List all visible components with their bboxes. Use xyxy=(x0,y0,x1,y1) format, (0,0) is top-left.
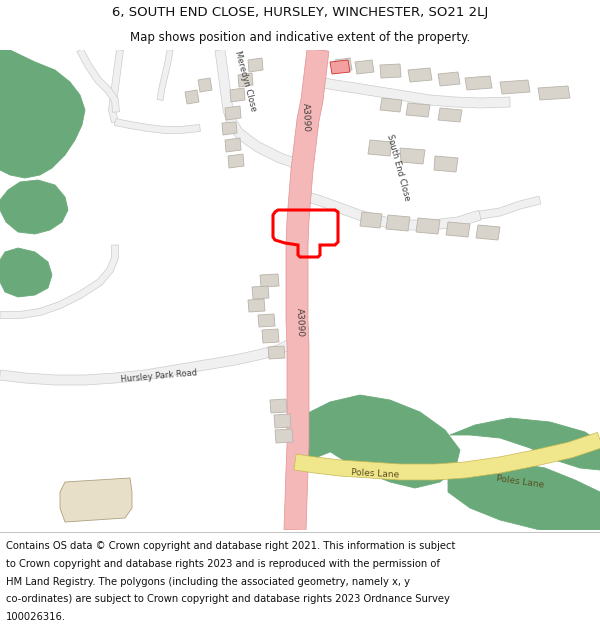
Polygon shape xyxy=(479,196,541,219)
Polygon shape xyxy=(230,88,245,102)
Text: to Crown copyright and database rights 2023 and is reproduced with the permissio: to Crown copyright and database rights 2… xyxy=(6,559,440,569)
Polygon shape xyxy=(330,60,350,74)
Polygon shape xyxy=(268,346,285,359)
Polygon shape xyxy=(157,49,173,101)
Polygon shape xyxy=(248,299,265,312)
Polygon shape xyxy=(416,218,440,234)
Polygon shape xyxy=(368,140,392,156)
Text: Meredyn Close: Meredyn Close xyxy=(233,49,257,112)
Polygon shape xyxy=(270,399,287,413)
Polygon shape xyxy=(258,314,275,327)
Polygon shape xyxy=(109,49,124,123)
Polygon shape xyxy=(314,49,327,82)
Polygon shape xyxy=(185,90,199,104)
Polygon shape xyxy=(0,180,68,234)
Polygon shape xyxy=(400,148,425,164)
Text: 100026316.: 100026316. xyxy=(6,612,66,622)
Polygon shape xyxy=(215,49,304,174)
Polygon shape xyxy=(260,274,279,287)
Polygon shape xyxy=(238,73,253,87)
Polygon shape xyxy=(317,77,510,108)
Text: Poles Lane: Poles Lane xyxy=(496,474,544,490)
Text: 6, SOUTH END CLOSE, HURSLEY, WINCHESTER, SO21 2LJ: 6, SOUTH END CLOSE, HURSLEY, WINCHESTER,… xyxy=(112,6,488,19)
Polygon shape xyxy=(225,106,241,120)
Polygon shape xyxy=(434,156,458,172)
Polygon shape xyxy=(380,64,401,78)
Polygon shape xyxy=(252,286,269,299)
Text: Contains OS data © Crown copyright and database right 2021. This information is : Contains OS data © Crown copyright and d… xyxy=(6,541,455,551)
Polygon shape xyxy=(228,154,244,168)
Polygon shape xyxy=(0,245,119,319)
Polygon shape xyxy=(294,432,600,480)
Text: Hursley Park Road: Hursley Park Road xyxy=(120,368,197,384)
Polygon shape xyxy=(355,60,374,74)
Polygon shape xyxy=(275,429,293,443)
Polygon shape xyxy=(500,80,530,94)
Polygon shape xyxy=(386,215,410,231)
Text: HM Land Registry. The polygons (including the associated geometry, namely x, y: HM Land Registry. The polygons (includin… xyxy=(6,576,410,586)
Polygon shape xyxy=(408,68,432,82)
Text: South End Close: South End Close xyxy=(385,133,411,202)
Polygon shape xyxy=(438,72,460,86)
Polygon shape xyxy=(248,58,263,72)
Polygon shape xyxy=(360,212,382,228)
Polygon shape xyxy=(284,49,329,531)
Polygon shape xyxy=(448,462,600,530)
Polygon shape xyxy=(446,222,470,237)
Polygon shape xyxy=(465,76,492,90)
Polygon shape xyxy=(115,119,200,134)
Polygon shape xyxy=(450,418,600,470)
Polygon shape xyxy=(198,78,212,92)
Polygon shape xyxy=(225,138,241,152)
Polygon shape xyxy=(222,122,237,135)
Polygon shape xyxy=(262,329,279,343)
Polygon shape xyxy=(406,103,430,117)
Polygon shape xyxy=(0,248,52,297)
Text: Poles Lane: Poles Lane xyxy=(351,469,399,480)
Polygon shape xyxy=(335,58,352,72)
Polygon shape xyxy=(274,414,291,428)
Text: A3090: A3090 xyxy=(301,102,311,132)
Polygon shape xyxy=(60,478,132,522)
Polygon shape xyxy=(299,190,482,230)
Polygon shape xyxy=(438,108,462,122)
Polygon shape xyxy=(292,430,335,458)
Text: Map shows position and indicative extent of the property.: Map shows position and indicative extent… xyxy=(130,31,470,44)
Polygon shape xyxy=(0,50,85,178)
Text: A3090: A3090 xyxy=(295,308,305,337)
Polygon shape xyxy=(476,225,500,240)
Polygon shape xyxy=(380,98,402,112)
Polygon shape xyxy=(538,86,570,100)
Polygon shape xyxy=(0,338,297,385)
Polygon shape xyxy=(295,395,460,488)
Text: co-ordinates) are subject to Crown copyright and database rights 2023 Ordnance S: co-ordinates) are subject to Crown copyr… xyxy=(6,594,450,604)
Polygon shape xyxy=(77,48,119,112)
